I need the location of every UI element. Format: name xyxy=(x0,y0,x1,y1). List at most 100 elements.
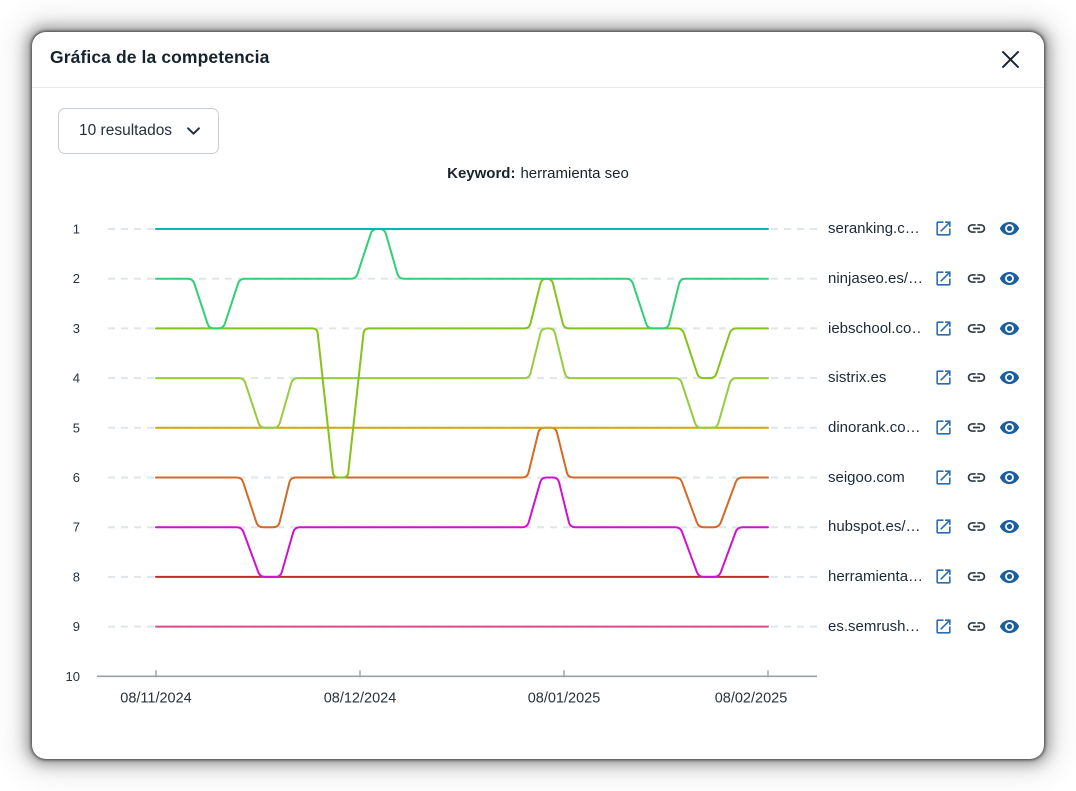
link-icon xyxy=(967,572,986,582)
open-link-button[interactable] xyxy=(933,367,954,388)
legend-row: sistrix.es xyxy=(828,353,1020,403)
open-link-button[interactable] xyxy=(933,467,954,488)
link-icon xyxy=(967,423,986,432)
eye-icon xyxy=(999,321,1020,335)
ranking-chart: 08/11/2024 08/12/2024 08/01/2025 08/02/2025… xyxy=(52,192,862,737)
legend-row: dinorank.co… xyxy=(828,403,1020,453)
eye-icon xyxy=(999,619,1020,633)
series-line-ninjaseo.es xyxy=(155,228,769,330)
link-icon xyxy=(967,224,986,234)
copy-link-button[interactable] xyxy=(966,318,987,339)
eye-icon xyxy=(999,271,1020,286)
legend-row: ninjaseo.es/… xyxy=(828,254,1020,304)
y-tick-label: 9 xyxy=(73,619,80,634)
eye-icon xyxy=(999,470,1020,484)
open-in-new-icon xyxy=(936,470,951,485)
copy-link-button[interactable] xyxy=(966,616,987,637)
legend-row: herramienta… xyxy=(828,552,1020,602)
keyword-heading: Keyword: herramienta seo xyxy=(32,165,1044,182)
toggle-visibility-button[interactable] xyxy=(999,566,1020,587)
modal-header: Gráfica de la competencia xyxy=(32,32,1044,88)
open-link-button[interactable] xyxy=(933,616,954,637)
legend-row: seranking.c… xyxy=(828,204,1020,254)
x-tick-label: 08/12/2024 xyxy=(324,690,397,706)
toggle-visibility-button[interactable] xyxy=(999,218,1020,239)
ranking-chart-svg: 08/11/2024 08/12/2024 08/01/2025 08/02/2025… xyxy=(66,222,817,706)
link-icon xyxy=(967,323,986,333)
open-link-button[interactable] xyxy=(933,318,954,339)
legend-domain-label: herramienta… xyxy=(828,568,921,586)
legend-domain-label: iebschool.co… xyxy=(828,319,921,337)
legend-row: es.semrush.… xyxy=(828,602,1020,652)
modal-title: Gráfica de la competencia xyxy=(50,47,270,67)
y-tick-label: 8 xyxy=(73,569,80,584)
toggle-visibility-button[interactable] xyxy=(999,318,1020,339)
toggle-visibility-button[interactable] xyxy=(999,467,1020,488)
legend-domain-label: hubspot.es/… xyxy=(828,518,921,536)
eye-icon xyxy=(999,520,1020,534)
copy-link-button[interactable] xyxy=(966,218,987,239)
eye-icon xyxy=(999,371,1020,385)
legend-domain-label: seranking.c… xyxy=(828,220,920,238)
keyword-value: herramienta seo xyxy=(520,165,629,182)
copy-link-button[interactable] xyxy=(966,566,987,587)
results-count-value: 10 resultados xyxy=(79,122,173,139)
legend-row: iebschool.co… xyxy=(828,303,1020,353)
copy-link-button[interactable] xyxy=(966,367,987,388)
link-icon xyxy=(967,373,986,383)
series-line-hubspot.es xyxy=(155,476,769,578)
legend-domain-label: es.semrush.… xyxy=(828,617,921,635)
toggle-visibility-button[interactable] xyxy=(999,616,1020,637)
eye-icon xyxy=(999,421,1020,435)
link-icon xyxy=(967,472,986,482)
x-tick-label: 08/02/2025 xyxy=(715,690,788,706)
close-button[interactable] xyxy=(998,47,1022,71)
legend-domain-label: ninjaseo.es/… xyxy=(828,270,921,288)
open-in-new-icon xyxy=(936,321,951,336)
chevron-down-icon xyxy=(187,127,200,135)
eye-icon xyxy=(999,570,1020,584)
y-tick-label: 6 xyxy=(73,470,80,485)
series-line-sistrix.es xyxy=(155,327,769,429)
copy-link-button[interactable] xyxy=(966,417,987,438)
legend-row: seigoo.com xyxy=(828,452,1020,502)
x-tick-label: 08/01/2025 xyxy=(528,690,601,706)
y-tick-label: 10 xyxy=(66,669,80,684)
toggle-visibility-button[interactable] xyxy=(999,268,1020,289)
open-link-button[interactable] xyxy=(933,218,954,239)
open-link-button[interactable] xyxy=(933,417,954,438)
open-in-new-icon xyxy=(936,619,951,634)
copy-link-button[interactable] xyxy=(966,268,987,289)
y-tick-label: 1 xyxy=(73,222,80,237)
series-line-seigoo.com xyxy=(155,426,769,529)
x-tick-label: 08/11/2024 xyxy=(120,690,192,706)
open-link-button[interactable] xyxy=(933,268,954,289)
toggle-visibility-button[interactable] xyxy=(999,417,1020,438)
y-tick-label: 3 xyxy=(73,321,80,336)
competition-graph-modal: Gráfica de la competencia 10 resultados … xyxy=(32,32,1044,759)
open-link-button[interactable] xyxy=(933,566,954,587)
link-icon xyxy=(967,522,986,532)
link-icon xyxy=(967,621,986,631)
legend-domain-label: seigoo.com xyxy=(828,468,905,486)
chart-legend: seranking.c… ninjaseo.es/… iebschool.co… si… xyxy=(828,204,1020,651)
open-in-new-icon xyxy=(936,519,951,535)
eye-icon xyxy=(999,222,1020,236)
copy-link-button[interactable] xyxy=(966,516,987,537)
keyword-label: Keyword: xyxy=(447,165,516,182)
y-tick-label: 7 xyxy=(73,520,80,535)
legend-row: hubspot.es/… xyxy=(828,502,1020,552)
y-tick-label: 2 xyxy=(73,271,80,286)
open-in-new-icon xyxy=(936,420,951,435)
copy-link-button[interactable] xyxy=(966,467,987,488)
open-in-new-icon xyxy=(936,221,951,236)
y-tick-label: 4 xyxy=(73,371,80,386)
link-icon xyxy=(967,274,986,283)
legend-domain-label: dinorank.co… xyxy=(828,419,921,437)
results-count-select[interactable]: 10 resultados xyxy=(58,108,219,154)
toggle-visibility-button[interactable] xyxy=(999,516,1020,537)
open-in-new-icon xyxy=(936,271,951,286)
toggle-visibility-button[interactable] xyxy=(999,367,1020,388)
open-in-new-icon xyxy=(936,370,951,386)
open-link-button[interactable] xyxy=(933,516,954,537)
